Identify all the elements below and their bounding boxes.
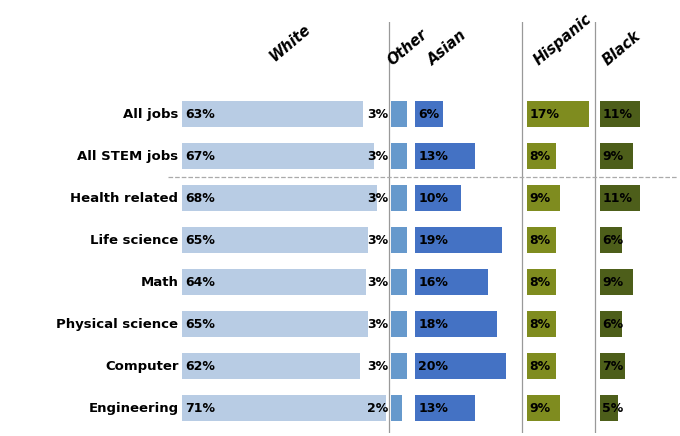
Text: 6%: 6% — [418, 108, 439, 121]
Text: 17%: 17% — [530, 108, 560, 121]
Text: All STEM jobs: All STEM jobs — [78, 150, 178, 163]
Text: Hispanic: Hispanic — [531, 11, 594, 68]
Text: 3%: 3% — [367, 108, 388, 121]
Text: 20%: 20% — [418, 360, 448, 372]
Bar — [182, 311, 369, 337]
Bar — [527, 353, 556, 379]
Bar — [600, 185, 640, 211]
Text: 13%: 13% — [418, 402, 448, 415]
Text: 9%: 9% — [602, 276, 624, 289]
Text: Health related: Health related — [71, 192, 178, 204]
Text: 11%: 11% — [602, 192, 632, 204]
Text: 8%: 8% — [530, 234, 551, 247]
Text: 13%: 13% — [418, 150, 448, 163]
Text: 68%: 68% — [185, 192, 215, 204]
Text: 8%: 8% — [530, 360, 551, 372]
Text: 3%: 3% — [367, 317, 388, 330]
Text: 10%: 10% — [418, 192, 448, 204]
Text: Black: Black — [600, 28, 643, 68]
Text: 18%: 18% — [418, 317, 448, 330]
Bar — [527, 185, 560, 211]
Text: 64%: 64% — [185, 276, 215, 289]
Text: 7%: 7% — [602, 360, 624, 372]
Text: 3%: 3% — [367, 234, 388, 247]
Text: Life science: Life science — [90, 234, 178, 247]
Text: 3%: 3% — [367, 276, 388, 289]
Bar — [527, 143, 556, 169]
Text: 3%: 3% — [367, 150, 388, 163]
Bar — [391, 101, 407, 127]
Bar — [391, 227, 407, 253]
Text: All jobs: All jobs — [123, 108, 178, 121]
Bar — [182, 395, 386, 421]
Bar — [415, 269, 488, 295]
Text: White: White — [267, 21, 314, 64]
Text: 2%: 2% — [367, 402, 388, 415]
Bar — [527, 269, 556, 295]
Text: Physical science: Physical science — [56, 317, 178, 330]
Bar — [415, 395, 475, 421]
Text: 71%: 71% — [185, 402, 215, 415]
Text: 9%: 9% — [602, 150, 624, 163]
Bar — [391, 353, 407, 379]
Text: Computer: Computer — [105, 360, 178, 372]
Text: 5%: 5% — [602, 402, 624, 415]
Bar — [182, 269, 366, 295]
Text: 67%: 67% — [185, 150, 215, 163]
Bar — [600, 395, 618, 421]
Text: Engineering: Engineering — [88, 402, 178, 415]
Bar — [600, 227, 622, 253]
Bar — [391, 143, 407, 169]
Text: 8%: 8% — [530, 276, 551, 289]
Bar — [600, 101, 640, 127]
Text: 6%: 6% — [602, 234, 624, 247]
Bar — [527, 101, 590, 127]
Bar — [527, 311, 556, 337]
Bar — [600, 353, 626, 379]
Text: 63%: 63% — [185, 108, 215, 121]
Text: Asian: Asian — [426, 27, 470, 68]
Text: 11%: 11% — [602, 108, 632, 121]
Bar — [391, 311, 407, 337]
Text: Other: Other — [384, 27, 430, 68]
Bar — [182, 185, 377, 211]
Bar — [182, 101, 362, 127]
Bar — [415, 143, 475, 169]
Bar — [182, 353, 360, 379]
Bar — [391, 185, 407, 211]
Text: 6%: 6% — [602, 317, 624, 330]
Bar — [527, 395, 560, 421]
Text: 65%: 65% — [185, 317, 215, 330]
Text: 65%: 65% — [185, 234, 215, 247]
Bar — [600, 269, 633, 295]
Bar — [527, 227, 556, 253]
Bar — [415, 185, 461, 211]
Bar — [182, 143, 374, 169]
Text: Math: Math — [141, 276, 178, 289]
Bar — [415, 101, 443, 127]
Text: 16%: 16% — [418, 276, 448, 289]
Bar — [415, 353, 507, 379]
Text: 62%: 62% — [185, 360, 215, 372]
Text: 8%: 8% — [530, 150, 551, 163]
Text: 19%: 19% — [418, 234, 448, 247]
Text: 9%: 9% — [530, 402, 551, 415]
Text: 9%: 9% — [530, 192, 551, 204]
Bar — [415, 227, 502, 253]
Bar — [600, 143, 633, 169]
Text: 8%: 8% — [530, 317, 551, 330]
Text: 3%: 3% — [367, 360, 388, 372]
Bar — [182, 227, 369, 253]
Text: 3%: 3% — [367, 192, 388, 204]
Bar — [415, 311, 497, 337]
Bar — [600, 311, 622, 337]
Bar — [391, 395, 402, 421]
Bar — [391, 269, 407, 295]
